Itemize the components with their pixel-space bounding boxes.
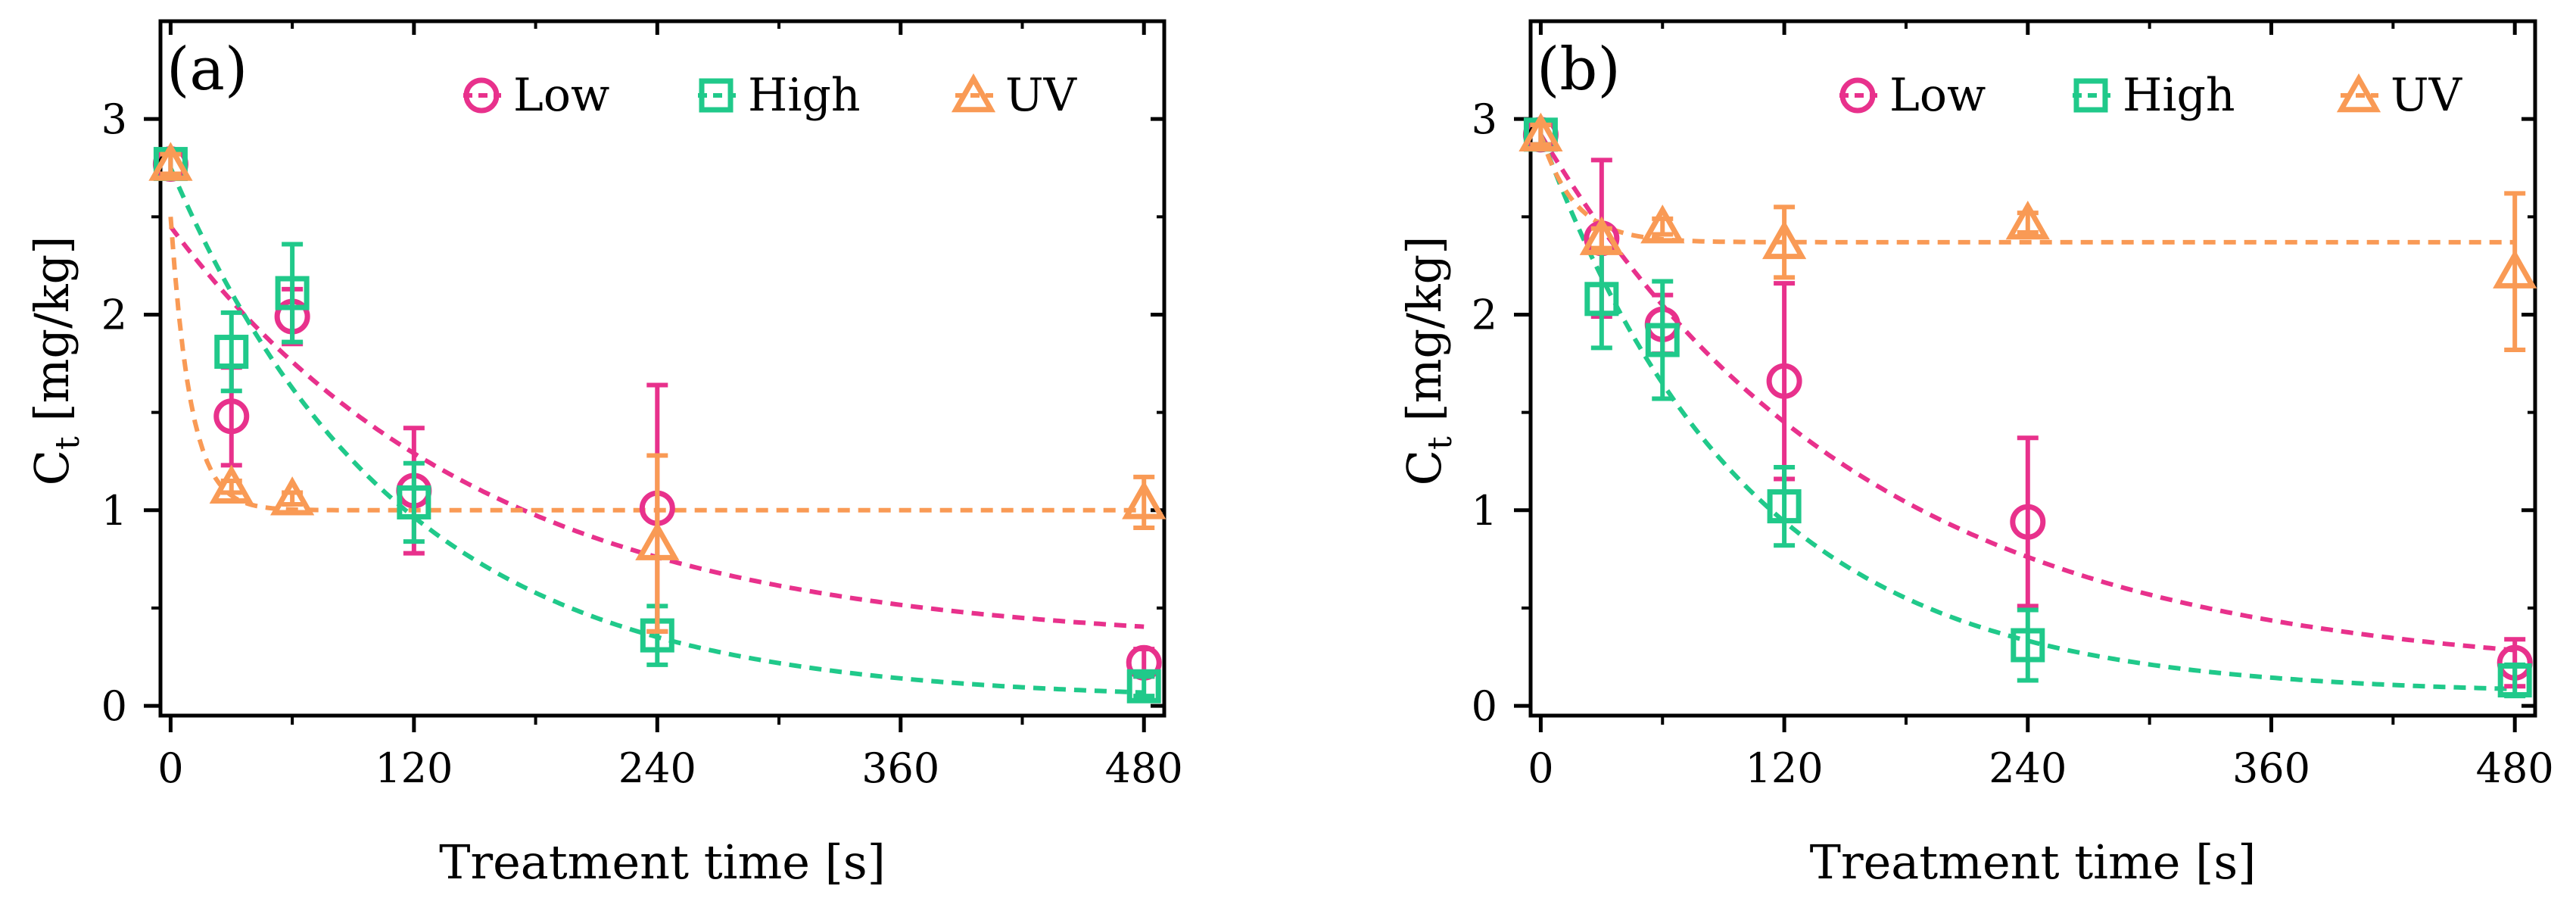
panel-b-point-high — [2011, 628, 2045, 663]
panel-b-legend-marker-low — [1839, 77, 1876, 114]
panel-b-y-tick-label: 1 — [1472, 487, 1497, 535]
panel-a-y-tick-label: 0 — [101, 682, 127, 730]
panel-a-legend-label-high: High — [748, 69, 861, 122]
panel-b-panel-label: (b) — [1537, 36, 1621, 104]
panel-a-x-axis-label: Treatment time [s] — [439, 834, 886, 890]
panel-a-y-tick-label: 1 — [101, 487, 127, 535]
panel-b-legend-marker-high — [2073, 78, 2108, 113]
panel-a-y-axis-label-subscript: t — [48, 436, 87, 450]
panel-a-point-high — [397, 485, 431, 519]
panel-b-x-tick-label: 0 — [1528, 744, 1553, 792]
panel-a-y-tick-label: 2 — [101, 291, 127, 338]
panel-a-y-axis-label: Ct [mg/kg] — [24, 236, 87, 486]
panel-a-x-tick-label: 240 — [618, 744, 696, 792]
panel-a-point-uv — [635, 521, 680, 560]
panel-b-legend-label-low: Low — [1889, 69, 1986, 122]
panel-a-point-uv — [1122, 480, 1167, 519]
panel-b-point-uv — [2005, 200, 2050, 240]
panel-a-x-tick-label: 480 — [1105, 744, 1183, 792]
panel-b-x-tick-label: 480 — [2476, 744, 2554, 792]
panel-b-point-uv — [1579, 216, 1624, 255]
panel-b-legend-label-high: High — [2123, 69, 2235, 122]
panel-a-point-uv — [148, 142, 193, 181]
panel-b-fit-curve-high — [1538, 133, 2515, 691]
panel-a-legend-label-uv: UV — [1005, 69, 1078, 122]
panel-a-legend-label-low: Low — [513, 69, 609, 122]
panel-b-x-axis-label: Treatment time [s] — [1810, 834, 2257, 890]
panel-b-point-low — [2010, 504, 2046, 540]
panel-b-x-tick-label: 240 — [1989, 744, 2067, 792]
panel-a-legend-marker-high — [699, 78, 734, 113]
panel-b-point-uv — [1519, 112, 1563, 152]
panel-b-y-axis-label: Ct [mg/kg] — [1397, 236, 1459, 486]
panel-a-chart: 0 120 240 360 480 0 1 2 3 Treatment time [s] Ct [m… — [24, 19, 1183, 890]
panel-b-legend-marker-uv — [2336, 73, 2381, 113]
panel-b-point-uv — [1761, 220, 1807, 260]
panel-a-point-uv — [209, 464, 254, 504]
panel-a-y-axis-label-units: [mg/kg] — [24, 236, 79, 437]
panel-b-point-high — [1584, 282, 1619, 317]
panel-b-chart: 0 120 240 360 480 0 1 2 3 Treatment time [s] Ct [m… — [1397, 19, 2554, 890]
panel-a-point-low — [213, 398, 250, 435]
panel-a-point-uv — [270, 476, 315, 516]
panel-b-y-axis-label-main: C — [1397, 450, 1452, 485]
panel-a-y-axis-label-main: C — [24, 450, 79, 485]
panel-b-y-axis-label-subscript: t — [1421, 436, 1459, 450]
panel-b-y-tick-label: 0 — [1472, 682, 1497, 730]
panel-b-x-tick-label: 120 — [1746, 744, 1824, 792]
panel-b-point-high — [1645, 323, 1680, 357]
panel-b-point-low — [1766, 363, 1802, 399]
panel-b-point-high — [2497, 663, 2532, 698]
panel-b-y-axis-label-units: [mg/kg] — [1397, 236, 1452, 437]
panel-b-legend-label-uv: UV — [2391, 69, 2463, 122]
panel-b-plot-frame — [1528, 19, 2537, 718]
panel-a-x-tick-label: 120 — [375, 744, 453, 792]
panel-b-point-high — [1767, 489, 1802, 524]
panel-b-point-uv — [1640, 204, 1685, 244]
panel-a-point-high — [275, 276, 310, 310]
panel-b-point-uv — [2493, 249, 2537, 289]
panel-a-point-high — [1126, 669, 1161, 703]
panel-a-x-tick-label: 0 — [157, 744, 183, 792]
panel-b-y-tick-label: 2 — [1472, 291, 1497, 338]
panel-a-panel-label: (a) — [167, 36, 248, 104]
panel-a-x-tick-label: 360 — [861, 744, 939, 792]
panel-a-point-high — [214, 335, 249, 370]
panel-b-fit-curve-uv — [1538, 133, 2515, 245]
panel-a-plot-frame — [158, 19, 1167, 718]
panel-b-x-tick-label: 360 — [2232, 744, 2310, 792]
panel-b-y-tick-label: 3 — [1472, 95, 1497, 143]
panel-a-legend-marker-low — [463, 77, 500, 114]
panel-a-y-tick-label: 3 — [101, 95, 127, 143]
panel-a-legend-marker-uv — [951, 73, 996, 113]
